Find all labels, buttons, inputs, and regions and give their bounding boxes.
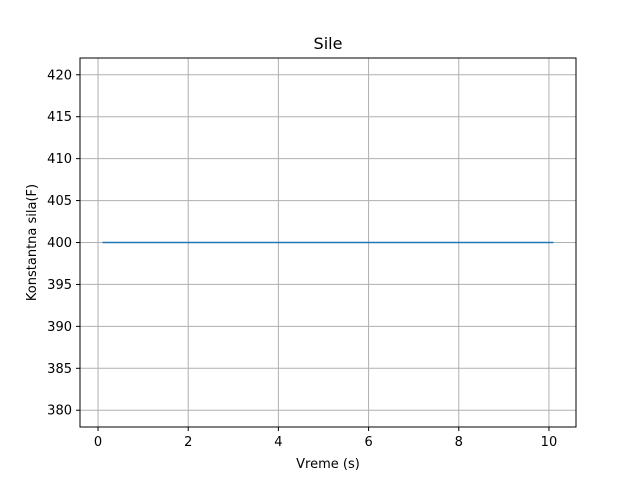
y-tick-label: 405 xyxy=(47,194,72,209)
y-tick-label: 385 xyxy=(47,362,72,377)
x-tick-label: 6 xyxy=(364,435,372,450)
y-axis-label: Konstantna sila(F) xyxy=(25,184,40,301)
y-axis-ticks: 380 385 390 395 400 405 410 415 420 xyxy=(47,68,80,419)
x-tick-label: 10 xyxy=(541,435,558,450)
x-axis-ticks: 0 2 4 6 8 10 xyxy=(94,427,557,450)
x-axis-label: Vreme (s) xyxy=(296,457,360,472)
y-tick-label: 410 xyxy=(47,152,72,167)
y-tick-label: 395 xyxy=(47,278,72,293)
y-tick-label: 390 xyxy=(47,320,72,335)
x-tick-label: 0 xyxy=(94,435,102,450)
x-tick-label: 2 xyxy=(184,435,192,450)
chart-title: Sile xyxy=(314,34,343,53)
y-tick-label: 415 xyxy=(47,110,72,125)
y-tick-label: 380 xyxy=(47,404,72,419)
x-tick-label: 8 xyxy=(455,435,463,450)
x-tick-label: 4 xyxy=(274,435,282,450)
y-tick-label: 420 xyxy=(47,68,72,83)
y-tick-label: 400 xyxy=(47,236,72,251)
